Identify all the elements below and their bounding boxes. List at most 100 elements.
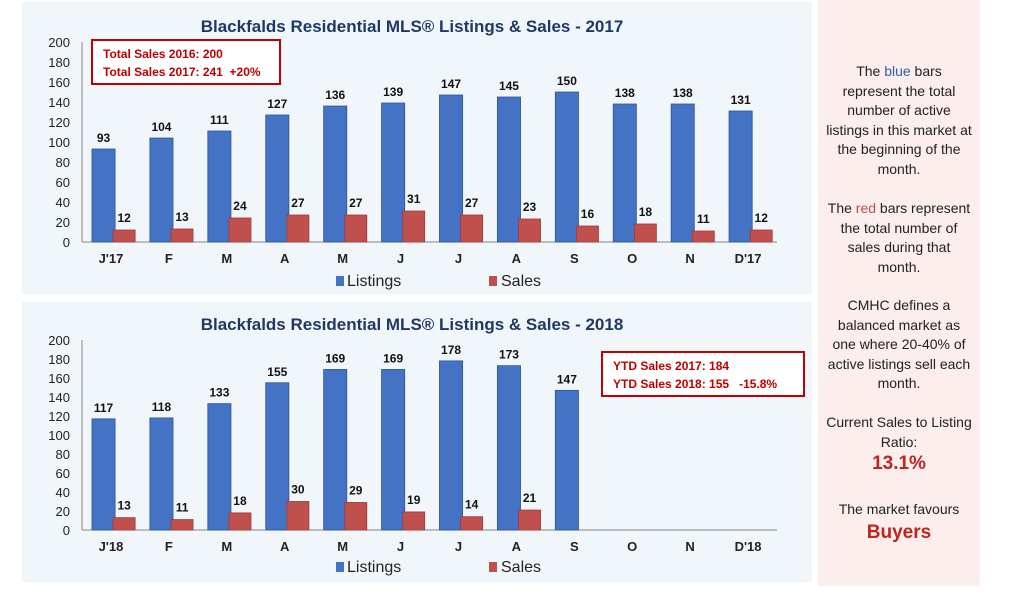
annotation-box	[91, 39, 281, 85]
listings-bar	[439, 360, 464, 531]
listings-bar	[381, 102, 406, 243]
x-tick-label: N	[685, 539, 694, 554]
y-tick-label: 200	[48, 35, 70, 50]
sales-bar	[228, 217, 252, 243]
listings-value-label: 104	[151, 120, 171, 134]
listings-bar	[149, 417, 174, 531]
listings-value-label: 145	[499, 79, 519, 93]
red-word: red	[855, 200, 877, 216]
y-tick-label: 80	[56, 447, 70, 462]
listings-bar	[612, 103, 637, 243]
legend-label-listings: Listings	[347, 559, 401, 576]
listings-value-label: 111	[210, 113, 229, 127]
y-tick-label: 40	[56, 485, 70, 500]
x-tick-label: F	[165, 251, 173, 266]
listings-bar	[149, 137, 174, 243]
listings-bar	[439, 94, 464, 243]
sales-bar	[286, 501, 310, 531]
sales-bar	[460, 516, 484, 531]
sales-bar	[112, 517, 136, 531]
legend-label-listings: Listings	[347, 273, 401, 290]
sales-bar	[344, 214, 368, 243]
x-tick-label: S	[570, 251, 579, 266]
legend-swatch-listings	[336, 276, 344, 286]
chart-panel-2018: Blackfalds Residential MLS® Listings & S…	[22, 302, 812, 582]
listings-value-label: 150	[557, 74, 577, 88]
y-tick-label: 20	[56, 215, 70, 230]
listings-bar	[728, 110, 753, 243]
sales-bar	[633, 223, 657, 243]
sales-value-label: 21	[523, 491, 537, 505]
annotation-line: Total Sales 2017: 241 +20%	[103, 65, 261, 79]
market-favours-label: The market favours	[838, 501, 960, 517]
chart-title: Blackfalds Residential MLS® Listings & S…	[201, 315, 624, 334]
sales-value-label: 27	[291, 196, 305, 210]
x-tick-label: J'18	[99, 539, 124, 554]
annotation-line: YTD Sales 2018: 155 -15.8%	[613, 377, 777, 391]
x-tick-label: D'18	[735, 539, 762, 554]
y-tick-label: 100	[48, 428, 70, 443]
sales-value-label: 16	[581, 207, 595, 221]
x-tick-label: M	[337, 251, 348, 266]
listings-value-label: 147	[441, 77, 461, 91]
x-tick-label: A	[280, 251, 290, 266]
listings-bar	[496, 96, 521, 243]
listings-value-label: 117	[94, 401, 114, 415]
sales-value-label: 11	[176, 501, 189, 515]
x-tick-label: A	[512, 539, 522, 554]
x-tick-label: S	[570, 539, 579, 554]
y-tick-label: 0	[63, 523, 70, 538]
sales-value-label: 14	[465, 498, 479, 512]
sales-value-label: 30	[291, 483, 305, 497]
listings-bar	[496, 365, 521, 531]
x-tick-label: F	[165, 539, 173, 554]
listings-value-label: 178	[441, 343, 461, 357]
sales-value-label: 12	[755, 211, 769, 225]
sales-value-label: 13	[175, 210, 189, 224]
chart-2017: Blackfalds Residential MLS® Listings & S…	[48, 17, 777, 290]
x-tick-label: J	[397, 539, 404, 554]
x-tick-label: J	[397, 251, 404, 266]
listings-value-label: 136	[325, 88, 345, 102]
listings-value-label: 169	[383, 351, 403, 365]
chart-panel-2017: Blackfalds Residential MLS® Listings & S…	[22, 2, 812, 294]
blue-word: blue	[884, 63, 911, 79]
y-tick-label: 60	[56, 466, 70, 481]
sales-value-label: 24	[233, 199, 247, 213]
y-tick-label: 100	[48, 135, 70, 150]
blue-bars-explanation: The blue bars represent the total number…	[826, 62, 972, 179]
sales-bar	[286, 214, 310, 243]
sales-bar	[576, 225, 599, 243]
y-tick-label: 120	[48, 115, 70, 130]
annotation-line: Total Sales 2016: 200	[103, 47, 223, 61]
cmhc-definition: CMHC defines a balanced market as one wh…	[827, 297, 971, 391]
chart-title: Blackfalds Residential MLS® Listings & S…	[201, 17, 624, 36]
sales-value-label: 18	[639, 205, 653, 219]
listings-value-label: 169	[325, 351, 345, 365]
sales-value-label: 12	[117, 211, 131, 225]
x-tick-label: A	[280, 539, 290, 554]
y-tick-label: 40	[56, 195, 70, 210]
y-tick-label: 180	[48, 352, 70, 367]
listings-bar	[265, 114, 290, 243]
listings-value-label: 138	[673, 86, 693, 100]
chart-2018: Blackfalds Residential MLS® Listings & S…	[48, 315, 805, 576]
y-tick-label: 140	[48, 95, 70, 110]
sales-value-label: 18	[233, 494, 247, 508]
y-tick-label: 20	[56, 504, 70, 519]
sales-bar	[402, 511, 426, 531]
x-tick-label: J'17	[99, 251, 124, 266]
market-verdict: Buyers	[866, 522, 932, 543]
x-tick-label: M	[221, 251, 232, 266]
x-tick-label: J	[455, 539, 462, 554]
text-fragment: bars represent the total number of activ…	[826, 63, 972, 177]
listings-value-label: 93	[97, 131, 111, 145]
y-tick-label: 60	[56, 175, 70, 190]
legend-swatch-sales	[489, 276, 497, 286]
sales-value-label: 29	[349, 483, 363, 497]
sales-bar	[228, 512, 252, 531]
y-tick-label: 80	[56, 155, 70, 170]
sales-value-label: 23	[523, 200, 537, 214]
listings-bar	[323, 105, 348, 243]
red-bars-explanation: The red bars represent the total number …	[826, 199, 972, 277]
